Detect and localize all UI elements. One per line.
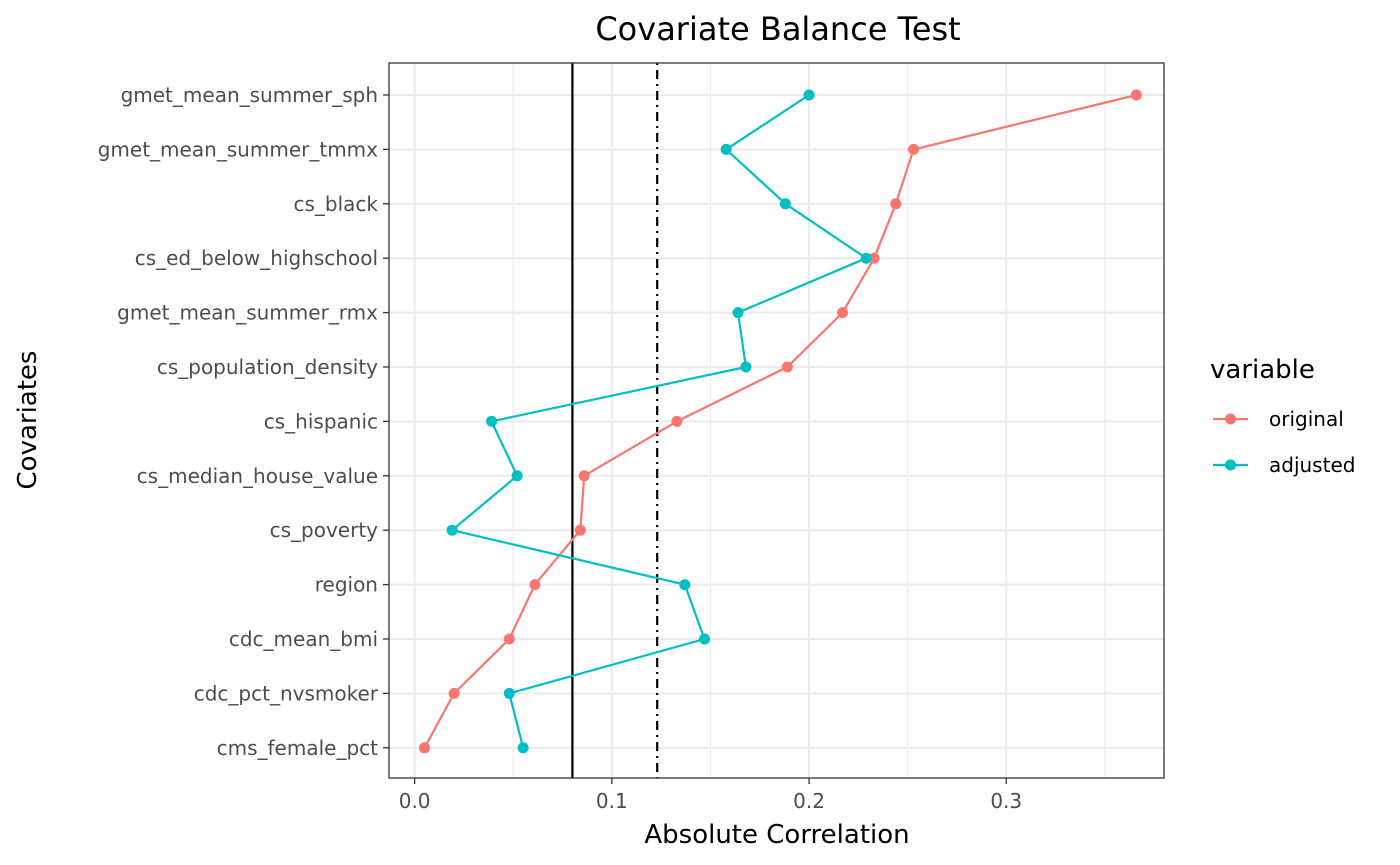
data-series (418, 89, 1142, 754)
point-adjusted (699, 633, 711, 645)
y-tick-label: cs_population_density (157, 355, 378, 379)
y-axis-title: Covariates (13, 351, 43, 490)
y-tick-label: cs_black (293, 192, 378, 216)
y-tick-label: cs_median_house_value (137, 464, 378, 488)
point-adjusted (720, 143, 732, 155)
point-adjusted (779, 198, 791, 210)
point-original (1130, 89, 1142, 101)
x-tick-label: 0.2 (793, 789, 825, 813)
point-original (418, 742, 430, 754)
legend-label-adjusted: adjusted (1269, 453, 1355, 477)
y-tick-label: gmet_mean_summer_tmmx (98, 137, 378, 161)
legend-title: variable (1210, 355, 1315, 385)
point-adjusted (511, 470, 523, 482)
x-axis-title: Absolute Correlation (644, 820, 909, 850)
point-adjusted (503, 687, 515, 699)
legend: variable original adjusted (1210, 355, 1355, 477)
reference-lines (571, 63, 659, 778)
y-axis-ticks: gmet_mean_summer_sph gmet_mean_summer_tmm… (98, 83, 389, 760)
point-original (578, 470, 590, 482)
point-adjusted (679, 579, 691, 591)
point-original (503, 633, 515, 645)
point-original (529, 579, 541, 591)
y-tick-label: cs_hispanic (264, 409, 378, 433)
y-tick-label: cdc_mean_bmi (229, 627, 378, 651)
grid-lines (389, 63, 1164, 778)
y-tick-label: gmet_mean_summer_sph (121, 83, 378, 107)
point-original (671, 415, 683, 427)
point-adjusted (740, 361, 752, 373)
point-adjusted (803, 89, 815, 101)
y-tick-label: cs_ed_below_highschool (135, 246, 378, 270)
point-adjusted (446, 524, 458, 536)
point-original (890, 198, 902, 210)
point-original (448, 687, 460, 699)
point-adjusted (486, 415, 498, 427)
y-tick-label: gmet_mean_summer_rmx (117, 301, 378, 325)
legend-label-original: original (1269, 407, 1344, 431)
point-adjusted (732, 307, 744, 319)
plot-panel-border (388, 62, 1165, 779)
x-tick-label: 0.0 (399, 789, 431, 813)
x-tick-label: 0.1 (596, 789, 628, 813)
point-adjusted (860, 252, 872, 264)
point-adjusted (517, 742, 529, 754)
point-original (781, 361, 793, 373)
legend-key-point-adjusted (1225, 459, 1236, 471)
y-tick-label: cdc_pct_nvsmoker (194, 681, 379, 705)
chart-title: Covariate Balance Test (595, 10, 960, 48)
legend-key-point-original (1225, 413, 1236, 425)
point-original (574, 524, 586, 536)
y-tick-label: cs_poverty (270, 518, 379, 542)
point-original (868, 252, 880, 264)
y-tick-label: region (315, 573, 378, 597)
y-tick-label: cms_female_pct (217, 736, 379, 760)
point-original (837, 307, 849, 319)
x-axis-ticks: 0.0 0.1 0.2 0.3 (399, 778, 1022, 813)
x-tick-label: 0.3 (990, 789, 1022, 813)
point-original (908, 143, 920, 155)
